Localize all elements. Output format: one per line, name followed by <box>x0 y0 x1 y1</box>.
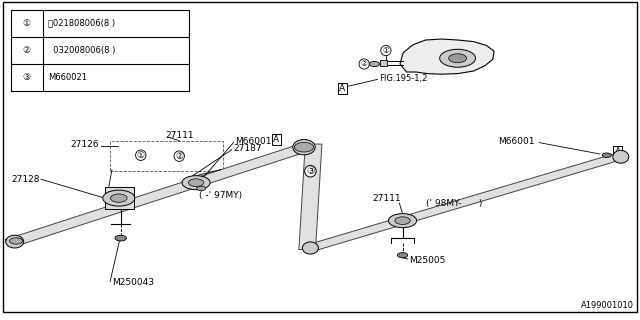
Text: M25005: M25005 <box>409 256 445 265</box>
FancyBboxPatch shape <box>380 60 387 66</box>
Circle shape <box>111 194 127 202</box>
Text: A: A <box>614 148 621 156</box>
Text: ①: ① <box>137 151 145 160</box>
Text: ①: ① <box>23 19 31 28</box>
Text: M66001: M66001 <box>236 137 272 146</box>
Text: 27111: 27111 <box>165 132 193 140</box>
Polygon shape <box>400 39 494 74</box>
Text: ②: ② <box>23 46 31 55</box>
Circle shape <box>440 49 476 67</box>
Text: FIG.195-1,2: FIG.195-1,2 <box>380 74 428 83</box>
Circle shape <box>103 190 135 206</box>
Text: M250043: M250043 <box>112 278 154 287</box>
Ellipse shape <box>293 140 316 155</box>
Text: M66001: M66001 <box>498 137 534 146</box>
Circle shape <box>294 142 314 152</box>
Circle shape <box>196 186 205 191</box>
Text: ②: ② <box>175 152 183 161</box>
Text: 27126: 27126 <box>70 140 99 149</box>
Circle shape <box>388 214 417 228</box>
Text: 27111: 27111 <box>372 194 401 203</box>
Polygon shape <box>105 187 134 209</box>
Circle shape <box>10 238 22 244</box>
Circle shape <box>395 217 410 225</box>
Ellipse shape <box>302 242 319 254</box>
Text: M660021: M660021 <box>48 73 87 82</box>
Polygon shape <box>299 144 322 250</box>
Circle shape <box>115 235 127 241</box>
Text: A199001010: A199001010 <box>580 301 634 310</box>
Text: ③: ③ <box>306 166 315 176</box>
Text: (' 98MY-      ): (' 98MY- ) <box>426 199 483 208</box>
Ellipse shape <box>6 235 24 248</box>
Text: ②: ② <box>361 60 367 68</box>
Text: ( -' 97MY): ( -' 97MY) <box>199 191 243 200</box>
Ellipse shape <box>613 150 628 163</box>
Text: ①: ① <box>383 46 389 55</box>
Circle shape <box>449 54 467 63</box>
Text: A: A <box>273 135 280 144</box>
Text: A: A <box>339 84 346 93</box>
Text: 27128: 27128 <box>11 175 40 184</box>
Circle shape <box>369 61 380 67</box>
Text: 27187: 27187 <box>234 144 262 153</box>
Text: ③: ③ <box>23 73 31 82</box>
Circle shape <box>397 253 408 258</box>
Circle shape <box>188 179 204 187</box>
Text: Ⓝ021808006(8 ): Ⓝ021808006(8 ) <box>48 19 115 28</box>
Text: 032008006(8 ): 032008006(8 ) <box>48 46 115 55</box>
Circle shape <box>182 176 210 190</box>
Circle shape <box>602 153 611 157</box>
Polygon shape <box>5 142 315 247</box>
Polygon shape <box>307 154 621 251</box>
